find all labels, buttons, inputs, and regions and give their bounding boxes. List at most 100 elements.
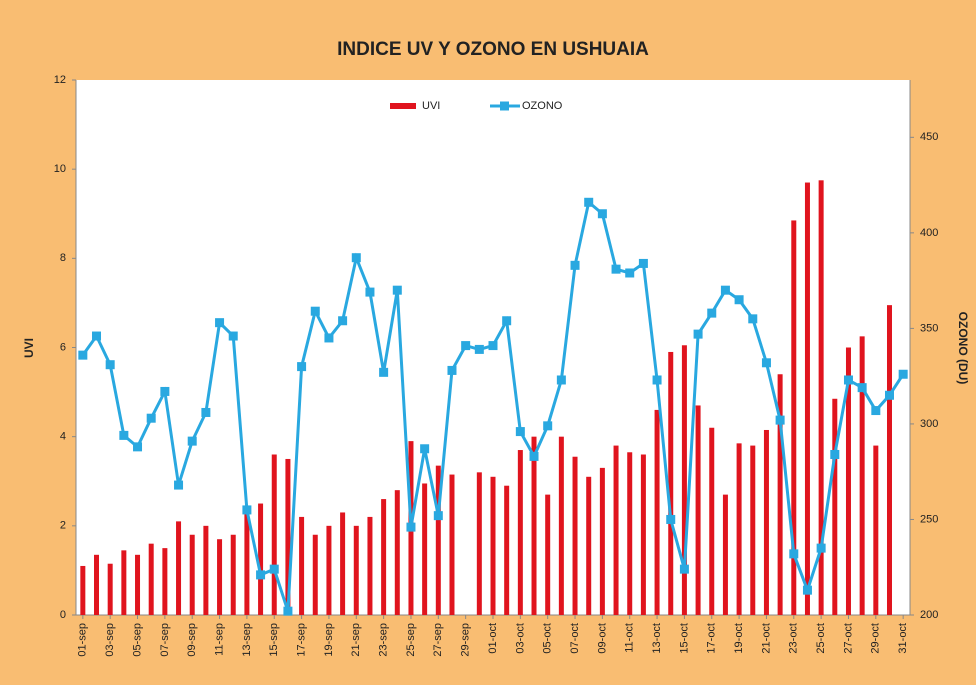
bar — [695, 405, 701, 615]
ozone-marker — [898, 369, 908, 379]
y-tick-label: 8 — [60, 252, 66, 264]
ozone-marker — [625, 268, 635, 278]
ozone-marker — [693, 329, 703, 339]
x-tick-label: 13-sep — [241, 623, 253, 657]
ozone-marker — [338, 316, 348, 326]
ozone-marker — [761, 358, 771, 368]
ozone-marker — [201, 407, 211, 417]
ozone-marker — [502, 316, 512, 326]
ozone-marker — [351, 253, 361, 263]
ozone-marker — [638, 258, 648, 268]
ozone-marker — [720, 285, 730, 295]
x-tick-label: 11-oct — [624, 623, 636, 653]
bar — [668, 351, 674, 615]
ozone-marker — [78, 350, 88, 360]
ozone-marker — [515, 427, 525, 437]
x-tick-label: 29-oct — [870, 623, 882, 654]
bar — [558, 436, 564, 615]
bar — [381, 499, 387, 615]
ozone-marker — [310, 306, 320, 316]
bar — [736, 443, 742, 615]
ozone-marker — [379, 367, 389, 377]
bar — [394, 490, 400, 615]
ozone-marker — [447, 365, 457, 375]
ozone-marker — [461, 341, 471, 351]
bar — [340, 512, 346, 615]
bar — [244, 512, 250, 615]
bar — [299, 516, 305, 615]
ozone-marker — [584, 197, 594, 207]
x-tick-label: 05-sep — [131, 623, 143, 657]
x-tick-label: 15-oct — [678, 623, 690, 654]
ozone-marker — [830, 450, 840, 459]
ozone-marker — [174, 480, 184, 490]
ozone-marker — [707, 308, 717, 318]
ozone-marker — [365, 287, 375, 297]
bar — [121, 550, 127, 615]
ozone-marker — [433, 511, 443, 521]
legend-label: UVI — [422, 100, 440, 112]
bar — [531, 436, 537, 615]
bar — [804, 182, 810, 615]
y2-tick-label: 350 — [920, 322, 938, 334]
bar — [490, 476, 496, 615]
x-tick-label: 25-oct — [815, 623, 827, 654]
x-tick-label: 01-sep — [77, 623, 89, 657]
bar — [709, 427, 715, 615]
bar — [572, 456, 578, 615]
x-tick-label: 23-sep — [378, 623, 390, 657]
ozone-marker — [392, 285, 402, 295]
y2-tick-label: 250 — [920, 513, 938, 525]
bar — [517, 450, 523, 615]
x-tick-label: 13-oct — [651, 623, 663, 654]
y2-tick-label: 200 — [920, 609, 938, 621]
ozone-marker — [871, 406, 881, 416]
bar — [203, 525, 209, 615]
y-tick-label: 0 — [60, 609, 66, 621]
bar — [750, 445, 756, 615]
ozone-marker — [857, 383, 867, 393]
legend-swatch — [500, 101, 509, 111]
x-tick-label: 07-sep — [159, 623, 171, 657]
ozone-marker — [748, 314, 758, 324]
y2-tick-label: 450 — [920, 131, 938, 143]
legend-label: OZONO — [522, 100, 563, 112]
bar — [476, 472, 482, 615]
ozone-marker — [119, 430, 129, 440]
ozone-marker — [92, 331, 102, 341]
bar — [217, 539, 223, 615]
x-tick-label: 15-sep — [268, 623, 280, 657]
y2-tick-label: 300 — [920, 418, 938, 430]
bar — [94, 554, 100, 615]
legend-swatch — [390, 103, 416, 109]
bar — [763, 429, 769, 615]
x-tick-label: 17-oct — [706, 623, 718, 654]
x-tick-label: 29-sep — [460, 623, 472, 657]
bar — [285, 458, 291, 615]
ozone-marker — [215, 318, 225, 328]
y-tick-label: 12 — [54, 74, 66, 86]
ozone-marker — [488, 341, 498, 351]
ozone-marker — [734, 295, 744, 305]
bar — [135, 554, 141, 615]
x-tick-label: 03-oct — [514, 623, 526, 654]
bar — [271, 454, 277, 615]
ozone-marker — [283, 606, 293, 616]
bar — [422, 483, 428, 615]
bar — [654, 409, 660, 615]
ozone-marker — [529, 451, 539, 461]
x-tick-label: 27-sep — [432, 623, 444, 657]
bar — [818, 180, 824, 615]
ozone-marker — [269, 564, 279, 574]
y-tick-label: 2 — [60, 520, 66, 532]
bar — [886, 305, 892, 615]
bar — [80, 565, 86, 615]
bar — [640, 454, 646, 615]
bar — [189, 534, 195, 615]
ozone-marker — [775, 415, 785, 425]
bar — [230, 534, 236, 615]
x-tick-label: 09-sep — [186, 623, 198, 657]
bar — [353, 525, 359, 615]
ozone-marker — [611, 264, 621, 274]
